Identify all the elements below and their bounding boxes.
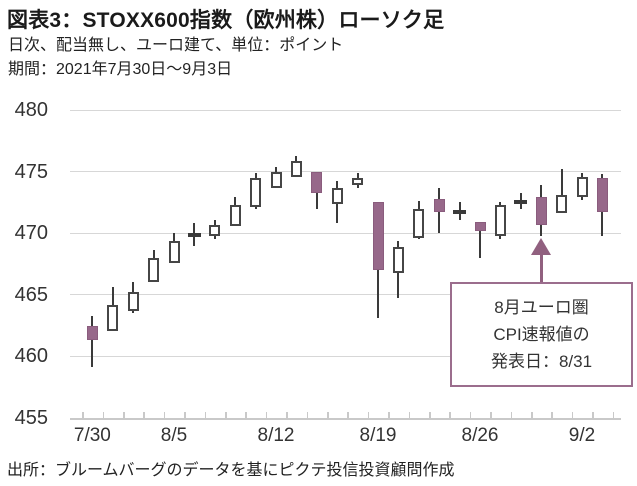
y-axis-tick-label: 455 [14,407,48,429]
x-axis-tick [102,412,105,418]
candlestick-up-body [148,257,160,283]
x-axis-tick [571,412,574,418]
annotation-line: 8月ユーロ圏 [494,297,589,317]
x-axis-tick [286,412,288,418]
x-axis-tick-label: 7/30 [73,425,111,446]
annotation-arrow-stem [539,253,543,283]
gridline [70,171,621,173]
x-axis-tick-label: 8/26 [461,425,499,446]
annotation-box: 8月ユーロ圏 CPI速報値の 発表日：8/31 [450,282,633,387]
candlestick-up-body [127,292,139,311]
candlestick-wick [479,222,481,258]
candlestick-doji-body [453,209,467,214]
x-axis-tick [531,412,533,418]
candlestick-up-body [392,246,404,273]
chart-subtitle: 日次、配当無し、ユーロ建て、単位：ポイント [8,37,344,54]
candlestick-down-body [311,171,323,193]
candlestick-up-body [413,208,425,239]
x-axis-tick [388,412,390,418]
x-axis-tick [245,412,247,418]
x-axis-tick [204,412,207,418]
candlestick-up-body [494,204,506,236]
candlestick-down-body [474,222,486,231]
candlestick-up-body [556,195,568,214]
candlestick-up-body [107,304,119,331]
x-axis-tick [490,412,492,418]
gridline [70,355,621,357]
x-axis-tick [551,412,553,418]
x-axis-tick [143,412,145,418]
x-axis-tick [429,412,431,418]
candlestick-down-body [372,202,384,271]
candlestick-up-body [576,176,588,198]
candlestick-down-body [86,325,98,341]
x-axis-tick [123,412,125,418]
x-axis-tick-label: 8/19 [359,425,397,446]
x-axis-tick [225,412,227,418]
annotation-arrow-icon [531,238,551,255]
y-axis-tick-label: 480 [14,99,48,121]
candlestick-up-body [209,224,221,236]
candlestick-up-body [352,177,364,186]
x-axis-tick-label: 9/2 [568,425,596,446]
x-axis-tick [612,412,615,418]
x-axis-tick [367,412,370,418]
candlestick-up-body [331,187,343,204]
x-axis-tick [265,412,268,418]
x-axis-tick [306,412,309,418]
x-axis-tick [408,412,411,418]
x-axis-tick [82,412,84,418]
gridline [70,232,621,234]
candlestick-down-body [535,197,547,225]
chart-period: 期間：2021年7月30日～9月3日 [8,61,233,78]
candlestick-up-body [250,177,262,208]
y-axis-tick-label: 465 [14,283,48,306]
x-axis-tick [184,412,186,418]
candlestick-wick [91,315,94,368]
candlestick-doji-body [514,199,528,204]
annotation-line: 発表日：8/31 [490,352,593,372]
y-axis-tick-label: 475 [14,160,48,183]
y-axis-tick-label: 460 [14,345,48,368]
x-axis-tick [163,412,166,418]
x-axis-line [70,418,621,420]
x-axis-tick-label: 8/12 [257,425,295,446]
source-note: 出所：ブルームバーグのデータを基にピクテ投信投資顧問作成 [7,462,455,479]
x-axis-tick [347,412,349,418]
x-axis-tick [592,412,594,418]
candlestick-up-body [229,204,241,226]
gridline [70,294,621,296]
candlestick-up-body [168,240,180,263]
candlestick-up-body [270,171,282,188]
x-axis-tick [449,412,451,418]
annotation-line: CPI速報値の [493,324,590,344]
gridline [70,109,621,111]
candlestick-wick [560,169,563,214]
page-title: 図表3：STOXX600指数（欧州株）ローソク足 [7,9,445,32]
candlestick-down-body [433,198,445,213]
y-axis-tick-label: 470 [14,222,48,245]
x-axis-tick [510,412,513,418]
x-axis-tick-label: 8/5 [160,425,188,446]
x-axis-tick [469,412,472,418]
candlestick-up-body [290,160,302,177]
x-axis-tick [327,412,329,418]
candlestick-doji-body [187,233,201,238]
candlestick-down-body [596,177,608,213]
